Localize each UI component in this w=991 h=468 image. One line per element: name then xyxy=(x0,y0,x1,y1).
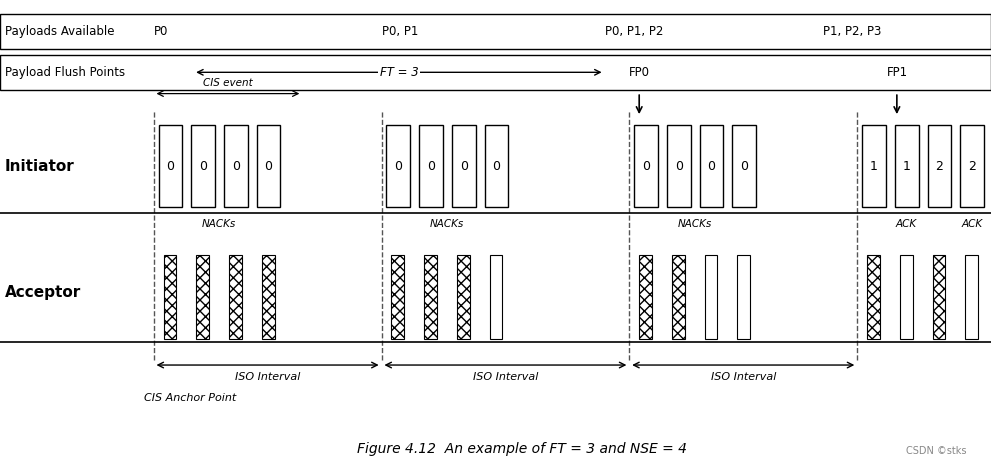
Bar xyxy=(732,125,756,207)
Bar xyxy=(928,125,951,207)
Text: ISO Interval: ISO Interval xyxy=(235,372,300,382)
Bar xyxy=(419,125,443,207)
Bar xyxy=(933,255,945,339)
Text: ACK: ACK xyxy=(896,219,917,229)
Text: CIS event: CIS event xyxy=(203,78,253,88)
Text: FT = 3: FT = 3 xyxy=(380,66,418,79)
Text: 0: 0 xyxy=(265,160,273,173)
Bar xyxy=(667,125,691,207)
Bar xyxy=(485,125,508,207)
Text: 0: 0 xyxy=(493,160,500,173)
Bar xyxy=(700,125,723,207)
Text: 0: 0 xyxy=(199,160,207,173)
Text: CIS Anchor Point: CIS Anchor Point xyxy=(144,393,236,403)
Text: 0: 0 xyxy=(166,160,174,173)
Text: 0: 0 xyxy=(740,160,748,173)
Bar xyxy=(634,125,658,207)
Text: P0, P1: P0, P1 xyxy=(382,25,418,38)
Bar xyxy=(490,255,502,339)
Bar xyxy=(224,125,248,207)
Bar xyxy=(257,125,280,207)
Text: CSDN ©stks: CSDN ©stks xyxy=(906,446,966,456)
Text: ACK: ACK xyxy=(961,219,982,229)
Bar xyxy=(867,255,880,339)
Bar xyxy=(386,125,410,207)
Text: FP1: FP1 xyxy=(887,66,908,79)
Text: NACKs: NACKs xyxy=(202,219,236,229)
Text: Acceptor: Acceptor xyxy=(5,285,81,300)
Bar xyxy=(737,255,750,339)
Text: 0: 0 xyxy=(708,160,716,173)
Bar xyxy=(229,255,242,339)
Bar xyxy=(900,255,913,339)
Bar xyxy=(457,255,470,339)
Bar xyxy=(895,125,919,207)
Text: 2: 2 xyxy=(968,160,976,173)
Text: P0, P1, P2: P0, P1, P2 xyxy=(605,25,663,38)
Text: Initiator: Initiator xyxy=(5,159,74,174)
Bar xyxy=(965,255,978,339)
Text: FP0: FP0 xyxy=(629,66,650,79)
Text: P0: P0 xyxy=(154,25,168,38)
Text: 2: 2 xyxy=(936,160,943,173)
Bar xyxy=(191,125,215,207)
Bar xyxy=(0,55,991,90)
Text: P1, P2, P3: P1, P2, P3 xyxy=(823,25,881,38)
Text: NACKs: NACKs xyxy=(430,219,464,229)
Bar xyxy=(391,255,404,339)
Text: 1: 1 xyxy=(903,160,911,173)
Bar xyxy=(862,125,886,207)
Bar xyxy=(452,125,476,207)
Text: 0: 0 xyxy=(675,160,683,173)
Text: ISO Interval: ISO Interval xyxy=(711,372,776,382)
Text: 0: 0 xyxy=(427,160,435,173)
Bar xyxy=(196,255,209,339)
Bar xyxy=(424,255,437,339)
Text: 1: 1 xyxy=(870,160,878,173)
Text: 0: 0 xyxy=(232,160,240,173)
Text: ISO Interval: ISO Interval xyxy=(473,372,538,382)
Text: 0: 0 xyxy=(642,160,650,173)
Bar xyxy=(672,255,685,339)
Bar xyxy=(960,125,984,207)
Text: Figure 4.12  An example of FT = 3 and NSE = 4: Figure 4.12 An example of FT = 3 and NSE… xyxy=(357,442,687,456)
Bar xyxy=(159,125,182,207)
Bar xyxy=(262,255,275,339)
Bar xyxy=(639,255,652,339)
Bar xyxy=(0,14,991,49)
Text: NACKs: NACKs xyxy=(678,219,712,229)
Bar xyxy=(705,255,717,339)
Text: Payloads Available: Payloads Available xyxy=(5,25,114,38)
Text: 0: 0 xyxy=(394,160,402,173)
Text: Payload Flush Points: Payload Flush Points xyxy=(5,66,125,79)
Bar xyxy=(164,255,176,339)
Text: 0: 0 xyxy=(460,160,468,173)
